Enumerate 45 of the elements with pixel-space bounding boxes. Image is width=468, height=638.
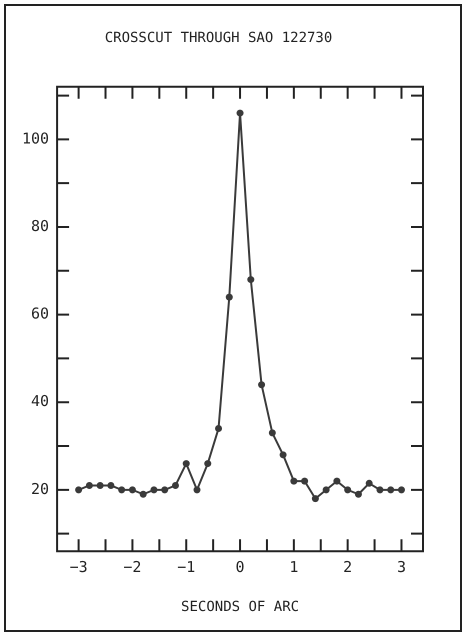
point xyxy=(107,482,114,489)
point xyxy=(128,486,136,494)
y-tick-label: 80 xyxy=(31,216,50,235)
y-tick-label: 100 xyxy=(22,129,50,148)
point xyxy=(387,486,394,494)
point xyxy=(182,460,190,468)
point xyxy=(322,486,330,494)
point xyxy=(354,490,362,498)
point xyxy=(344,486,352,494)
point xyxy=(290,478,298,485)
point xyxy=(312,495,319,502)
x-tick-label: −2 xyxy=(123,558,142,576)
point xyxy=(247,276,254,284)
point xyxy=(268,429,276,436)
point xyxy=(398,486,405,494)
y-tick-label: 40 xyxy=(31,392,50,410)
point xyxy=(140,490,147,498)
point xyxy=(118,486,126,494)
point xyxy=(172,482,179,489)
x-tick-label: 0 xyxy=(236,558,245,576)
point xyxy=(75,486,82,494)
point xyxy=(96,482,104,489)
x-axis-title: SECONDS OF ARC xyxy=(181,599,300,616)
point xyxy=(301,478,308,485)
point xyxy=(86,482,93,489)
point xyxy=(236,110,244,117)
point xyxy=(150,486,158,494)
point xyxy=(215,425,222,432)
x-tick-label: −1 xyxy=(177,558,196,576)
chart-title: CROSSCUT THROUGH SAO 122730 xyxy=(104,30,332,46)
point xyxy=(333,478,340,485)
point xyxy=(194,486,200,494)
x-tick-label: 1 xyxy=(289,558,298,576)
point xyxy=(204,460,212,468)
point xyxy=(258,381,266,388)
point xyxy=(366,480,373,487)
x-tick-label: 2 xyxy=(343,558,352,576)
y-tick-label: 20 xyxy=(31,480,50,498)
y-tick-label: 60 xyxy=(31,304,50,323)
x-tick-label: 3 xyxy=(396,558,406,576)
point xyxy=(280,451,287,458)
point xyxy=(226,294,233,301)
x-tick-label: −3 xyxy=(70,558,88,576)
point xyxy=(376,486,384,494)
point xyxy=(161,486,168,494)
